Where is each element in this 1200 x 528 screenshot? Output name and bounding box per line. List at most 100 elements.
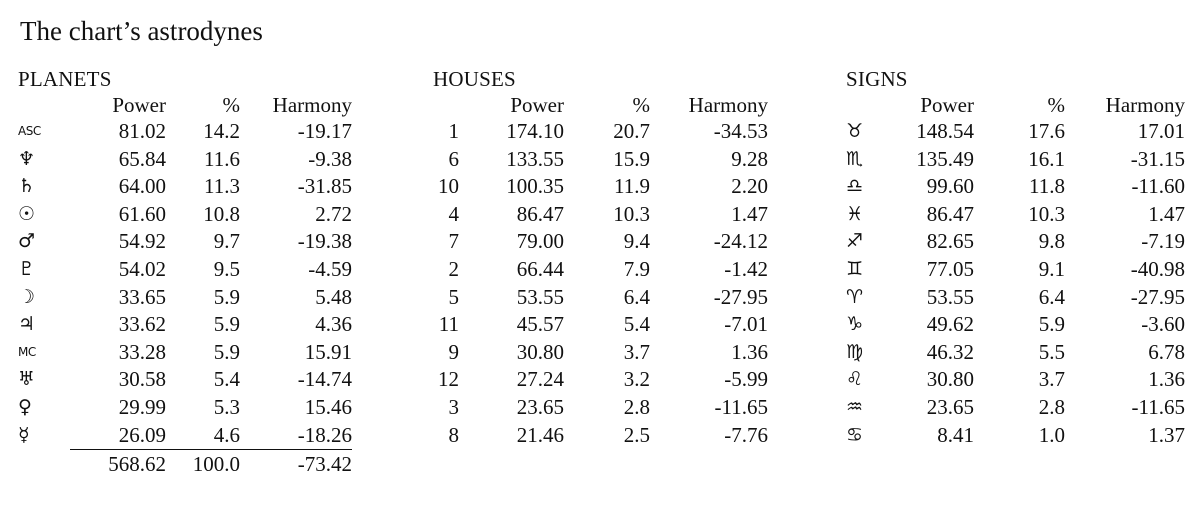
houses-percent-cell: 20.7: [613, 119, 650, 143]
houses-percent-cell: 2.8: [623, 394, 650, 419]
houses-harmony-cell: -34.53: [713, 119, 768, 143]
sign-row: ♌ 30.80 3.7 1.36: [846, 366, 1185, 394]
planets-harmony-cell: -31.85: [297, 174, 352, 199]
planets-power-cell: 33.28: [118, 339, 166, 364]
planet-row: ♅ 30.58 5.4 -14.74: [18, 366, 352, 394]
gemini-icon: ♊: [846, 257, 864, 280]
planets-total-harmony: -73.42: [297, 452, 352, 477]
signs-harmony-cell: 17.01: [1137, 119, 1185, 143]
capricorn-icon: ♑: [846, 313, 864, 336]
sign-row: ♎ 99.60 11.8 -11.60: [846, 173, 1185, 201]
houses-harmony-cell: -27.95: [713, 284, 768, 309]
sign-row: ♉ 148.54 17.6 17.01: [846, 118, 1185, 146]
houses-power-cell: 45.57: [516, 312, 564, 337]
houses-number-header: [433, 92, 459, 118]
houses-power-cell: 30.80: [516, 339, 564, 364]
sign-row: ♋ 8.41 1.0 1.37: [846, 422, 1185, 450]
houses-number-cell: 2: [448, 256, 460, 281]
planets-table: Power % Harmony ASC 81.02 14.2 -19.17 ♆ 65.84…: [18, 92, 352, 478]
signs-harmony-cell: -27.95: [1130, 284, 1185, 309]
houses-power-cell: 86.47: [516, 201, 564, 226]
signs-harmony-cell: 1.36: [1148, 367, 1185, 392]
planets-section: PLANETS Power % Harmony ASC 81.02 14.2 -19.…: [18, 66, 352, 478]
houses-section: HOUSES Power % Harmony 1 174.10 20.7 -34.53…: [433, 66, 768, 449]
planets-harmony-cell: -19.17: [297, 119, 352, 143]
houses-percent-cell: 15.9: [613, 146, 650, 171]
planets-percent-cell: 5.9: [213, 339, 240, 364]
signs-power-cell: 49.62: [926, 312, 974, 337]
planets-totals-label: [18, 450, 70, 479]
planet-row: ♂ 54.92 9.7 -19.38: [18, 228, 352, 256]
houses-power-cell: 133.55: [506, 146, 564, 171]
house-row: 12 27.24 3.2 -5.99: [433, 366, 768, 394]
uranus-icon: ♅: [18, 368, 36, 391]
house-row: 4 86.47 10.3 1.47: [433, 201, 769, 229]
houses-power-cell: 100.35: [506, 174, 564, 199]
planets-percent-cell: 11.6: [204, 146, 240, 171]
planets-harmony-cell: -14.74: [297, 367, 352, 392]
signs-power-cell: 82.65: [926, 229, 974, 254]
houses-number-cell: 10: [438, 174, 459, 199]
house-row: 7 79.00 9.4 -24.12: [433, 228, 769, 256]
signs-percent-cell: 17.6: [1028, 119, 1065, 143]
houses-percent-cell: 3.2: [623, 367, 650, 392]
houses-power-cell: 174.10: [506, 119, 564, 143]
houses-power-cell: 21.46: [516, 422, 564, 447]
signs-percent-header: %: [1047, 93, 1066, 117]
jupiter-icon: ♃: [18, 313, 36, 336]
planets-percent-cell: 14.2: [203, 119, 240, 143]
houses-table: Power % Harmony 1 174.10 20.7 -34.53 6 133.55…: [433, 92, 768, 449]
planets-harmony-cell: -9.38: [308, 146, 352, 171]
houses-percent-cell: 6.4: [623, 284, 650, 309]
planets-percent-cell: 5.9: [213, 284, 240, 309]
signs-percent-cell: 16.1: [1028, 146, 1065, 171]
signs-harmony-cell: 1.47: [1148, 201, 1185, 226]
signs-power-cell: 53.55: [926, 284, 974, 309]
house-row: 2 66.44 7.9 -1.42: [433, 256, 769, 284]
planet-row: ☽ 33.65 5.9 5.48: [18, 284, 352, 312]
planet-row: ☿ 26.09 4.6 -18.26: [18, 421, 352, 451]
planet-row: ♇ 54.02 9.5 -4.59: [18, 256, 352, 284]
planets-totals-row: 568.62 100.0 -73.42: [18, 450, 352, 479]
signs-harmony-cell: -11.65: [1131, 394, 1185, 419]
planets-percent-cell: 5.3: [213, 394, 240, 419]
houses-number-cell: 6: [448, 146, 460, 171]
signs-power-cell: 46.32: [926, 339, 974, 364]
planet-row: ☉ 61.60 10.8 2.72: [18, 201, 352, 229]
planets-harmony-cell: -18.26: [240, 421, 352, 451]
planets-header-row: Power % Harmony: [18, 92, 352, 118]
signs-power-cell: 8.41: [937, 422, 974, 447]
signs-table: Power % Harmony ♉ 148.54 17.6 17.01 ♏ 135.49 1…: [846, 92, 1185, 449]
planet-row: ♄ 64.00 11.3 -31.85: [18, 173, 352, 201]
planets-power-cell: 29.99: [118, 394, 166, 419]
houses-power-cell: 23.65: [516, 394, 564, 419]
houses-number-cell: 12: [438, 367, 459, 392]
houses-number-cell: 4: [448, 201, 460, 226]
libra-icon: ♎: [846, 175, 864, 198]
houses-harmony-cell: -24.12: [713, 229, 768, 254]
houses-harmony-cell: -1.42: [724, 256, 768, 281]
moon-icon: ☽: [18, 285, 36, 308]
planets-harmony-cell: 2.72: [315, 201, 352, 226]
planets-power-cell: 81.02: [118, 119, 166, 143]
signs-header-row: Power % Harmony: [846, 92, 1185, 118]
signs-harmony-cell: -31.15: [1130, 146, 1185, 171]
houses-percent-cell: 9.4: [623, 229, 650, 254]
planet-row: ASC 81.02 14.2 -19.17: [18, 118, 352, 146]
signs-power-cell: 77.05: [926, 256, 974, 281]
signs-percent-cell: 6.4: [1038, 284, 1065, 309]
planets-power-header: Power: [112, 93, 166, 117]
taurus-icon: ♉: [846, 120, 864, 142]
pisces-icon: ♓: [846, 202, 864, 225]
sign-row: ♊ 77.05 9.1 -40.98: [846, 256, 1185, 284]
signs-harmony-cell: -7.19: [1141, 229, 1185, 254]
houses-power-cell: 79.00: [516, 229, 564, 254]
planets-power-cell: 54.92: [118, 229, 166, 254]
saturn-icon: ♄: [18, 175, 36, 198]
houses-harmony-cell: 9.28: [731, 146, 768, 171]
sign-row: ♐ 82.65 9.8 -7.19: [846, 228, 1185, 256]
houses-harmony-cell: -11.65: [714, 394, 768, 419]
signs-power-cell: 148.54: [916, 119, 974, 143]
sign-row: ♒ 23.65 2.8 -11.65: [846, 394, 1185, 422]
venus-icon: ♀: [18, 395, 32, 418]
